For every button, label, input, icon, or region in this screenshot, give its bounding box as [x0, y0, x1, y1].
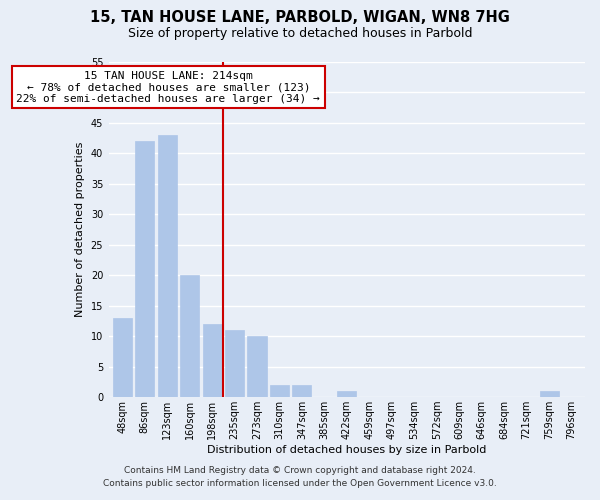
- Bar: [225, 330, 244, 397]
- Bar: [337, 391, 356, 397]
- Bar: [135, 141, 154, 397]
- Text: 15 TAN HOUSE LANE: 214sqm
← 78% of detached houses are smaller (123)
22% of semi: 15 TAN HOUSE LANE: 214sqm ← 78% of detac…: [16, 70, 320, 104]
- Text: Contains HM Land Registry data © Crown copyright and database right 2024.
Contai: Contains HM Land Registry data © Crown c…: [103, 466, 497, 487]
- Bar: [247, 336, 266, 397]
- Bar: [158, 134, 177, 397]
- X-axis label: Distribution of detached houses by size in Parbold: Distribution of detached houses by size …: [207, 445, 487, 455]
- Text: 15, TAN HOUSE LANE, PARBOLD, WIGAN, WN8 7HG: 15, TAN HOUSE LANE, PARBOLD, WIGAN, WN8 …: [90, 10, 510, 25]
- Bar: [539, 391, 559, 397]
- Bar: [203, 324, 221, 397]
- Bar: [270, 385, 289, 397]
- Bar: [113, 318, 132, 397]
- Text: Size of property relative to detached houses in Parbold: Size of property relative to detached ho…: [128, 28, 472, 40]
- Y-axis label: Number of detached properties: Number of detached properties: [75, 142, 85, 317]
- Bar: [180, 275, 199, 397]
- Bar: [292, 385, 311, 397]
